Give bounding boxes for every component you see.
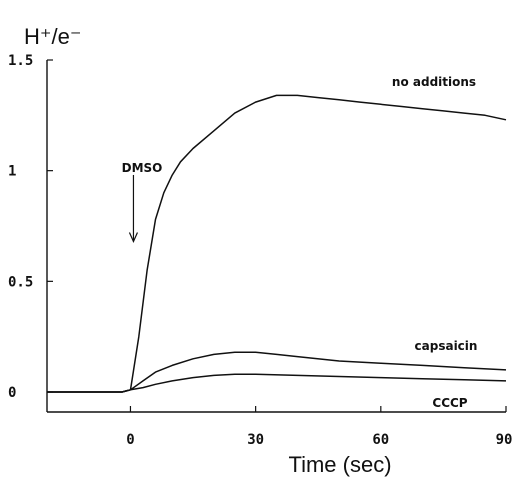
y-ticks: 0 0.5 1 1.5 (8, 53, 53, 401)
series-label-no-additions: no additions (392, 75, 476, 89)
y-tick-label: 0.5 (8, 274, 33, 290)
series-layer (47, 94, 507, 393)
dmso-label: DMSO (122, 161, 163, 175)
y-axis-title-text: H⁺/e⁻ (24, 24, 81, 49)
dmso-annotation: DMSO (122, 161, 163, 243)
y-tick-label: 1.5 (8, 53, 33, 69)
y-tick-label: 1 (8, 164, 16, 180)
x-tick-label: 0 (126, 432, 134, 448)
x-tick-label: 60 (372, 432, 389, 448)
x-tick-label: 30 (247, 432, 264, 448)
x-axis-title: Time (sec) (288, 452, 391, 477)
x-tick-label: 90 (496, 432, 513, 448)
y-tick-label: 0 (8, 385, 16, 401)
dmso-arrow-head (128, 232, 139, 243)
series-label-capsaicin: capsaicin (415, 339, 478, 353)
x-ticks: 0 30 60 90 (126, 406, 512, 448)
series-label-cccp: CCCP (432, 396, 467, 410)
y-axis-title: H⁺/e⁻ (24, 24, 81, 49)
series-line-cccp (47, 373, 507, 393)
series-line-no-additions (47, 94, 507, 393)
series-line-capsaicin (47, 351, 507, 393)
